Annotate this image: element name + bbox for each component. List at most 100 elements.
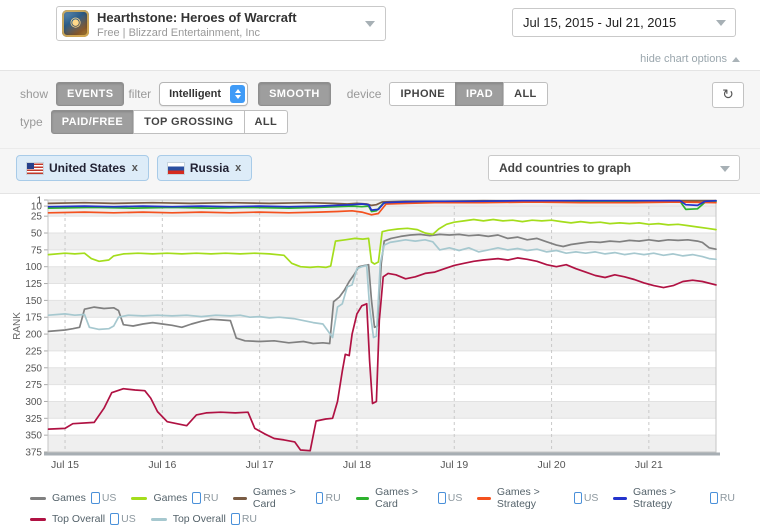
triangle-up-icon — [732, 57, 740, 62]
y-tick-label: 300 — [25, 397, 42, 408]
ipad-device-icon — [437, 492, 446, 504]
app-icon — [62, 10, 89, 37]
app-selector[interactable]: Hearthstone: Heroes of Warcraft Free | B… — [56, 6, 386, 41]
legend-country-code: US — [121, 513, 136, 525]
country-tag-russia[interactable]: Russia x — [156, 155, 253, 181]
chart-line-games_us — [47, 233, 717, 345]
legend-country-code: US — [583, 492, 599, 504]
legend-item-top_ru[interactable]: Top Overall RU — [150, 513, 257, 525]
type-topgrossing-button[interactable]: TOP GROSSING — [133, 110, 245, 134]
hide-chart-options-link[interactable]: hide chart options — [640, 53, 740, 65]
legend-swatch — [355, 496, 370, 500]
legend-country-code: RU — [719, 492, 736, 504]
chart-line-games_ru — [47, 218, 717, 269]
plot-band — [48, 401, 716, 419]
legend-label: Games — [52, 492, 86, 504]
chart-line-strategy_us — [47, 201, 717, 216]
events-button[interactable]: EVENTS — [56, 82, 125, 106]
y-tick-label: 10 — [31, 202, 43, 213]
plot-band — [48, 233, 716, 250]
y-tick-label: 100 — [25, 262, 42, 273]
remove-country-icon[interactable]: x — [131, 162, 138, 174]
date-range-picker[interactable]: Jul 15, 2015 - Jul 21, 2015 — [512, 8, 736, 37]
x-tick-label: Jul 16 — [148, 459, 176, 471]
ru-flag-icon — [167, 162, 184, 174]
y-tick-label: 275 — [25, 380, 42, 391]
y-tick-label: 325 — [25, 414, 42, 425]
type-label: type — [20, 115, 43, 129]
device-ipad-button[interactable]: IPAD — [455, 82, 505, 106]
chevron-down-icon — [365, 21, 375, 27]
legend-label: Games > Strategy — [496, 486, 540, 510]
legend-item-strategy_ru[interactable]: Games > Strategy RU — [613, 486, 735, 510]
legend-label: Games > Strategy — [632, 486, 676, 510]
x-tick-label: Jul 21 — [635, 459, 663, 471]
legend-item-top_us[interactable]: Top Overall US — [30, 513, 136, 525]
legend-swatch — [30, 496, 46, 500]
legend-label: Games — [153, 492, 188, 504]
chevron-down-icon — [716, 20, 726, 26]
ipad-device-icon — [192, 492, 202, 504]
filter-select-value: Intelligent — [169, 88, 222, 100]
legend-item-strategy_us[interactable]: Games > Strategy US — [477, 486, 598, 510]
y-tick-label: 200 — [25, 330, 42, 341]
y-tick-label: 150 — [25, 296, 42, 307]
legend-country-code: RU — [203, 492, 219, 504]
legend-swatch — [477, 496, 491, 500]
ipad-device-icon — [315, 492, 324, 504]
legend-label: Games > Card — [375, 486, 419, 510]
legend-label: Games > Card — [252, 486, 296, 510]
plot-band — [48, 266, 716, 284]
legend-country-code: US — [101, 492, 117, 504]
y-tick-label: 225 — [25, 346, 42, 357]
plot-border — [47, 199, 717, 453]
type-paidfree-button[interactable]: PAID/FREE — [50, 110, 135, 134]
refresh-button[interactable]: ↻ — [712, 82, 744, 108]
device-label: device — [346, 87, 382, 101]
ipad-device-icon — [709, 492, 718, 504]
chart-legend: Games US Games RU Games > Card RU Games > Card… — [30, 486, 750, 528]
add-countries-dropdown[interactable]: Add countries to graph — [488, 155, 740, 181]
legend-item-card_us[interactable]: Games > Card US — [355, 486, 462, 510]
y-tick-label: 175 — [25, 313, 42, 324]
add-countries-placeholder: Add countries to graph — [499, 161, 631, 175]
date-range-value: Jul 15, 2015 - Jul 21, 2015 — [523, 15, 677, 30]
show-label: show — [20, 87, 49, 101]
country-tag-united-states[interactable]: United States x — [16, 155, 149, 181]
country-tags: United States x Russia x — [16, 155, 260, 181]
chart-line-top_us — [47, 257, 717, 452]
y-tick-label: 50 — [31, 229, 43, 240]
legend-item-card_ru[interactable]: Games > Card RU — [233, 486, 341, 510]
y-tick-label: 1 — [36, 196, 42, 207]
legend-swatch — [150, 517, 167, 521]
legend-item-games_us[interactable]: Games US — [30, 492, 116, 504]
device-iphone-button[interactable]: IPHONE — [389, 82, 457, 106]
legend-swatch — [131, 496, 148, 500]
chart-line-top_ru — [47, 238, 717, 339]
x-tick-label: Jul 18 — [343, 459, 371, 471]
plot-band — [48, 334, 716, 351]
x-tick-label: Jul 15 — [51, 459, 79, 471]
legend-swatch — [233, 496, 247, 500]
legend-row: Games US Games RU Games > Card RU Games > Card… — [30, 486, 750, 510]
legend-country-code: RU — [325, 492, 341, 504]
ipad-device-icon — [573, 492, 582, 504]
filter-select[interactable]: Intelligent — [159, 82, 249, 106]
us-flag-icon — [27, 162, 43, 174]
x-tick-label: Jul 19 — [440, 459, 468, 471]
type-all-button[interactable]: ALL — [243, 110, 289, 134]
smooth-button[interactable]: SMOOTH — [258, 82, 331, 106]
hide-chart-options-label: hide chart options — [640, 53, 727, 65]
type-button-group: PAID/FREE TOP GROSSING ALL — [50, 110, 289, 134]
y-tick-label: 25 — [31, 212, 43, 223]
legend-label: Top Overall — [52, 513, 106, 525]
y-tick-label: 250 — [25, 363, 42, 374]
device-all-button[interactable]: ALL — [503, 82, 548, 106]
remove-country-icon[interactable]: x — [235, 162, 242, 174]
country-tag-label: Russia — [189, 161, 230, 175]
y-tick-label: 125 — [25, 279, 42, 290]
ipad-device-icon — [90, 492, 100, 504]
legend-item-games_ru[interactable]: Games RU — [131, 492, 218, 504]
app-title: Hearthstone: Heroes of Warcraft — [97, 10, 297, 25]
